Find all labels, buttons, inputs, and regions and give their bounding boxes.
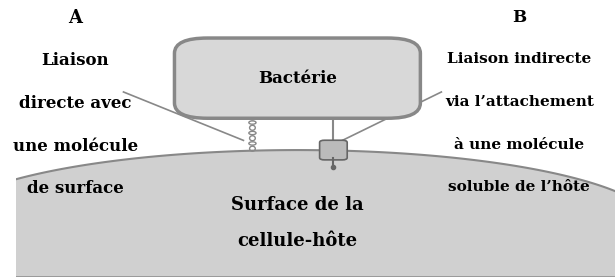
Text: cellule-hôte: cellule-hôte	[237, 232, 357, 250]
FancyBboxPatch shape	[174, 38, 420, 118]
Text: B: B	[513, 9, 527, 26]
FancyBboxPatch shape	[320, 140, 347, 160]
Text: A: A	[68, 9, 83, 27]
Text: directe avec: directe avec	[19, 95, 132, 112]
Text: une molécule: une molécule	[13, 138, 138, 155]
Text: via l’attachement: via l’attachement	[445, 95, 594, 109]
Text: Surface de la: Surface de la	[231, 196, 363, 214]
Text: de surface: de surface	[27, 180, 124, 197]
Text: Liaison indirecte: Liaison indirecte	[447, 52, 591, 66]
Text: Liaison: Liaison	[42, 52, 109, 69]
Polygon shape	[0, 150, 616, 277]
Text: Bactérie: Bactérie	[258, 70, 337, 87]
Text: soluble de l’hôte: soluble de l’hôte	[448, 180, 590, 195]
Text: à une molécule: à une molécule	[454, 138, 585, 152]
